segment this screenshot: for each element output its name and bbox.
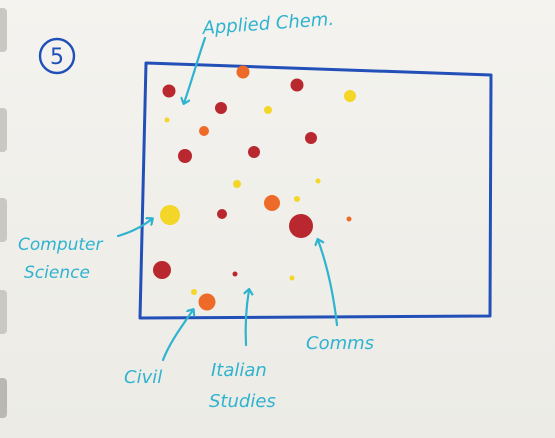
dot [344, 90, 356, 102]
binder-hole [0, 378, 7, 418]
dot [294, 196, 300, 202]
number-circle [38, 37, 76, 75]
comms-arrow [318, 240, 339, 327]
civil-arrow [161, 310, 193, 362]
dot [191, 289, 197, 295]
dot [215, 102, 227, 114]
italian-studies-label-line1: Italian [211, 360, 267, 381]
dot [248, 146, 260, 158]
applied-chem-arrow [184, 36, 207, 103]
dot [289, 214, 313, 238]
dots [153, 65, 356, 311]
italian-studies-arrow [246, 290, 249, 347]
computer-science-label-line1: Computer [18, 235, 104, 255]
dot [162, 84, 176, 98]
dot [199, 126, 209, 136]
figure-number: 5 [38, 37, 76, 75]
dot [315, 178, 321, 184]
dot [290, 78, 304, 92]
dot [198, 293, 216, 311]
dot [346, 216, 352, 222]
binder-hole [0, 108, 7, 152]
computer-science-label-line2: Science [24, 263, 90, 283]
dot [264, 195, 280, 211]
dot [217, 209, 227, 219]
computer-science-arrow [116, 219, 152, 238]
binder-hole [0, 8, 7, 52]
comms-label: Comms [306, 333, 374, 354]
dot [289, 275, 295, 281]
dot [153, 261, 171, 279]
dot [264, 106, 272, 114]
dot [236, 65, 250, 79]
dot [233, 180, 241, 188]
binder-hole [0, 198, 7, 242]
dot [232, 271, 238, 277]
dot [305, 132, 317, 144]
plot-frame [138, 61, 493, 320]
binder-hole [0, 290, 7, 334]
dot [160, 205, 180, 225]
dot [164, 117, 170, 123]
dot [178, 149, 192, 163]
number-text: 5 [50, 45, 64, 70]
italian-studies-label-line2: Studies [209, 391, 276, 412]
civil-label: Civil [124, 367, 162, 388]
applied-chem-label: Applied Chem. [201, 9, 335, 39]
